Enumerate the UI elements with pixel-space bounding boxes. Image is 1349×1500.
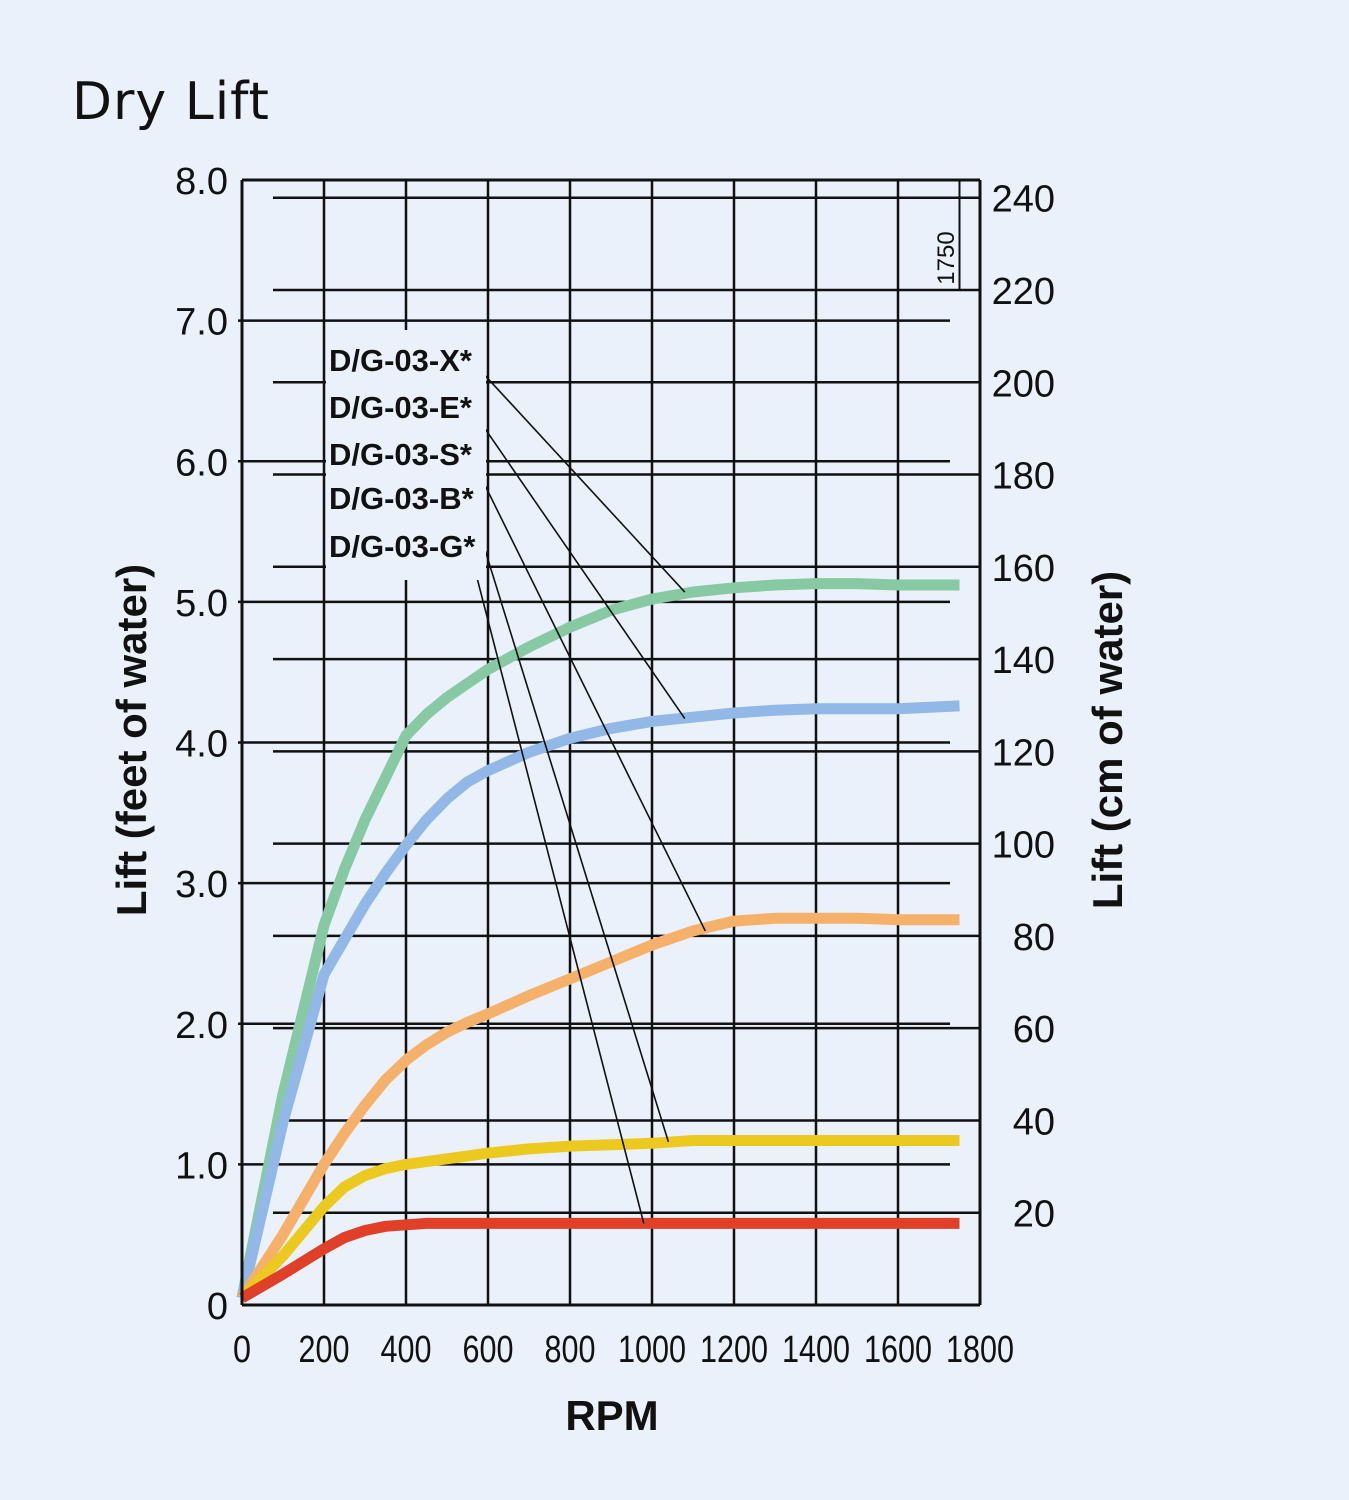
- y-axis-title: Lift (feet of water): [108, 564, 155, 916]
- series-line-0: [236, 578, 960, 1300]
- legend-pointer-0: [467, 356, 686, 593]
- legend-pointer-3: [467, 494, 670, 1143]
- legend-label-3: D/G-03-B*: [329, 481, 475, 516]
- tick-labels: 0 200 400 600 800 1000 1200 1400 1600 1800 0 1.0 2.0…: [175, 161, 1055, 1371]
- y-tick-label: 8.0: [175, 161, 228, 203]
- x-tick-label: 400: [381, 1329, 432, 1371]
- x-tick-label: 1800: [946, 1329, 1014, 1371]
- legend-label-2: D/G-03-S*: [329, 437, 473, 472]
- legend-label-0: D/G-03-X*: [329, 343, 473, 378]
- legend-label-1: D/G-03-E*: [329, 390, 473, 425]
- legend-pointer-1: [467, 403, 686, 720]
- axis-titles: RPM Lift (feet of water) Lift (cm of water…: [108, 564, 1131, 1439]
- legend-background: [326, 330, 486, 580]
- grid-lines: [238, 180, 980, 1305]
- series-line-2: [237, 912, 960, 1301]
- x-tick-label: 200: [299, 1329, 350, 1371]
- x-tick-label: 800: [545, 1329, 596, 1371]
- y2-tick-label: 140: [992, 640, 1055, 682]
- series-line-3: [238, 1135, 960, 1302]
- y2-tick-label: 20: [1013, 1194, 1055, 1236]
- chart-title: Dry Lift: [72, 72, 270, 132]
- y-tick-label: 3.0: [175, 864, 228, 906]
- y2-tick-label: 160: [992, 548, 1055, 590]
- y-tick-label: 6.0: [175, 442, 228, 484]
- y-tick-label: 1.0: [175, 1145, 228, 1187]
- y2-tick-label: 100: [992, 825, 1055, 867]
- y-tick-label: 5.0: [175, 583, 228, 625]
- y2-tick-label: 220: [992, 271, 1055, 313]
- y2-tick-label: 120: [992, 732, 1055, 774]
- legend-pointer-4: [467, 542, 645, 1224]
- x-tick-label: 1000: [618, 1329, 686, 1371]
- x-tick-label: 600: [463, 1329, 514, 1371]
- legend-pointer-2: [467, 450, 707, 932]
- y2-tick-label: 40: [1013, 1101, 1055, 1143]
- y-tick-label: 4.0: [175, 724, 228, 766]
- x-axis-title: RPM: [565, 1392, 658, 1439]
- y2-tick-label: 180: [992, 456, 1055, 498]
- y2-tick-label: 80: [1013, 917, 1055, 959]
- y-tick-label: 2.0: [175, 1005, 228, 1047]
- legend-pointers: [467, 356, 707, 1224]
- series-lines: [236, 578, 960, 1303]
- y2-tick-label: 240: [992, 179, 1055, 221]
- y2-tick-label: 60: [1013, 1009, 1055, 1051]
- legend-label-4: D/G-03-G*: [329, 529, 476, 564]
- x-tick-label: 0: [233, 1329, 251, 1371]
- marker-1750-label: 1750: [933, 231, 960, 284]
- x-tick-label: 1400: [782, 1329, 850, 1371]
- axes: [240, 178, 982, 1307]
- x-tick-label: 1600: [864, 1329, 932, 1371]
- x-tick-label: 1200: [700, 1329, 768, 1371]
- series-line-4: [239, 1217, 960, 1303]
- y-tick-label: 0: [207, 1286, 228, 1328]
- y-tick-label: 7.0: [175, 302, 228, 344]
- legend: D/G-03-X* D/G-03-E* D/G-03-S* D/G-03-B* D/G-…: [326, 330, 486, 580]
- series-line-1: [236, 700, 960, 1300]
- y2-tick-label: 200: [992, 363, 1055, 405]
- y2-axis-title: Lift (cm of water): [1084, 571, 1131, 909]
